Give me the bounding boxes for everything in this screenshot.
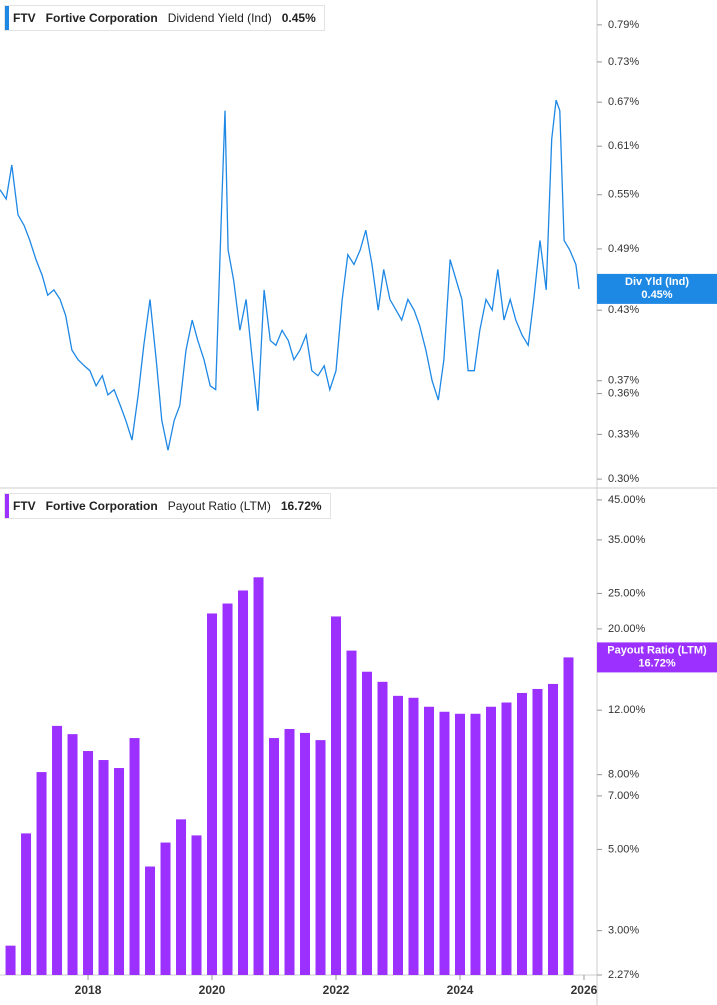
legend: FTV Fortive Corporation Payout Ratio (LT…: [4, 493, 331, 519]
bar: [83, 751, 94, 975]
bar: [547, 683, 558, 975]
y-tick-label: 20.00%: [608, 623, 646, 635]
bar: [191, 835, 202, 975]
ticker: FTV: [13, 499, 36, 513]
y-tick-label: 7.00%: [608, 790, 639, 802]
company: Fortive Corporation: [45, 11, 158, 25]
y-tick-label: 0.49%: [608, 243, 639, 255]
y-tick-label: 45.00%: [608, 494, 646, 506]
bar: [253, 577, 264, 975]
bar: [52, 725, 63, 975]
bar: [114, 768, 125, 975]
bar: [238, 590, 249, 975]
bar: [145, 866, 156, 975]
y-tick-label: 0.30%: [608, 473, 639, 485]
x-tick-label: 2024: [447, 983, 474, 997]
bar: [207, 613, 218, 975]
last-value: 0.45%: [281, 11, 316, 25]
bar: [284, 728, 295, 975]
y-tick-label: 0.43%: [608, 304, 639, 316]
last-value-tag: [597, 642, 717, 673]
legend-entry: Payout Ratio (LTM): [167, 499, 271, 513]
bar: [362, 671, 373, 975]
tag-value: 0.45%: [641, 289, 672, 301]
y-tick-label: 0.61%: [608, 140, 639, 152]
tag-value: 16.72%: [638, 657, 676, 669]
bar: [67, 734, 78, 975]
bar: [160, 842, 171, 975]
y-tick-label: 25.00%: [608, 587, 646, 599]
legend: FTV Fortive Corporation Dividend Yield (…: [4, 5, 325, 31]
x-tick-label: 2018: [75, 983, 102, 997]
y-tick-label: 2.27%: [608, 969, 639, 981]
y-tick-label: 35.00%: [608, 534, 646, 546]
bar: [21, 833, 32, 975]
bar: [346, 650, 357, 975]
bar: [98, 760, 109, 975]
bar: [485, 706, 496, 975]
tag-label: Div Yld (Ind): [625, 276, 689, 288]
bar: [331, 616, 342, 975]
bar: [501, 702, 512, 975]
bar: [176, 819, 187, 975]
legend-swatch: [5, 6, 9, 30]
y-tick-label: 12.00%: [608, 704, 646, 716]
y-tick-label: 8.00%: [608, 769, 639, 781]
bar: [454, 713, 465, 975]
y-tick-label: 0.36%: [608, 387, 639, 399]
y-tick-label: 3.00%: [608, 925, 639, 937]
last-value-tag: [597, 273, 717, 304]
last-value: 16.72%: [280, 499, 322, 513]
bar: [36, 772, 47, 975]
legend-swatch: [5, 494, 9, 518]
y-tick-label: 0.73%: [608, 56, 639, 68]
bar: [516, 692, 527, 975]
bar: [300, 732, 311, 975]
bar: [129, 738, 140, 975]
y-tick-label: 0.37%: [608, 375, 639, 387]
bar: [423, 706, 434, 975]
bar: [532, 688, 543, 975]
bar: [393, 695, 403, 975]
y-tick-label: 0.33%: [608, 428, 639, 440]
x-tick-label: 2020: [199, 983, 226, 997]
bar: [315, 740, 326, 975]
bar: [563, 657, 574, 975]
y-tick-label: 5.00%: [608, 843, 639, 855]
y-tick-label: 0.79%: [608, 19, 639, 31]
bar: [269, 738, 280, 975]
line: [0, 99, 580, 451]
x-tick-label: 2026: [571, 983, 598, 997]
bar: [408, 697, 419, 975]
ticker: FTV: [13, 11, 36, 25]
y-tick-label: 0.67%: [608, 96, 639, 108]
bar: [439, 711, 450, 975]
company: Fortive Corporation: [45, 499, 158, 513]
tag-label: Payout Ratio (LTM): [607, 644, 707, 656]
y-tick-label: 0.55%: [608, 189, 639, 201]
bar: [222, 603, 233, 975]
x-tick-label: 2022: [323, 983, 350, 997]
legend-entry: Dividend Yield (Ind): [167, 11, 272, 25]
bar: [5, 945, 16, 975]
bar: [377, 681, 388, 975]
bar: [470, 713, 481, 975]
